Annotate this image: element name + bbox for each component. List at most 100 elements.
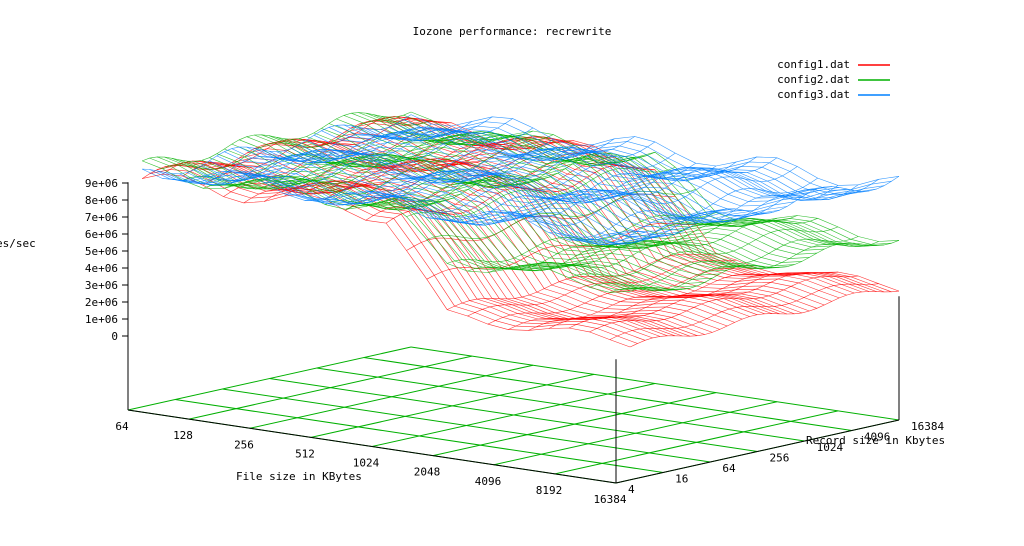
y-tick-label: 4	[628, 483, 635, 496]
z-tick-label: 1e+06	[85, 313, 118, 326]
surface-mesh-line	[304, 144, 574, 195]
x-axis-line	[127, 409, 617, 484]
surface-mesh-line	[223, 139, 493, 190]
x-tick-label: 512	[295, 447, 315, 460]
z-tick-label: 9e+06	[85, 177, 118, 190]
chart-title: Iozone performance: recrewrite	[413, 25, 612, 38]
surface-mesh-line	[609, 179, 879, 239]
surface-mesh-line	[365, 136, 635, 197]
surface-mesh-line	[142, 111, 412, 162]
surface-mesh-line	[304, 145, 574, 206]
legend: config1.dat config2.dat config3.dat	[777, 58, 890, 101]
surface-mesh-line	[246, 136, 735, 269]
surface-mesh-line	[609, 283, 879, 340]
surface-mesh-line	[487, 267, 757, 325]
surface-mesh-line	[162, 119, 432, 170]
legend-label-config1: config1.dat	[777, 58, 850, 71]
surface-mesh-line	[284, 139, 554, 199]
surface-mesh-line	[528, 215, 798, 267]
floor-grid-line	[316, 367, 805, 442]
surface-mesh-line	[385, 151, 656, 202]
surfaces	[142, 111, 900, 348]
y-tick-label: 4096	[864, 431, 891, 444]
surface-mesh-line	[548, 177, 818, 238]
floor-grid-line	[222, 388, 711, 463]
x-tick-label: 64	[115, 420, 129, 433]
z-tick-label: 2e+06	[85, 296, 118, 309]
surface-mesh-line	[156, 156, 646, 289]
surface-mesh-line	[487, 156, 757, 217]
surface-mesh-line	[568, 271, 839, 329]
x-tick-label: 8192	[536, 484, 563, 497]
x-tick-label: 2048	[414, 466, 441, 479]
z-tick-label: 3e+06	[85, 279, 118, 292]
surface-mesh-line	[467, 161, 737, 222]
surface-mesh-line	[365, 157, 635, 208]
surface-mesh-line	[630, 176, 900, 236]
surface-mesh-line	[487, 221, 757, 273]
floor-grid-line	[269, 378, 758, 452]
surface-mesh-line	[203, 139, 473, 190]
surface-mesh-line	[569, 226, 839, 279]
x-tick-label: 128	[173, 429, 193, 442]
surface-mesh-line	[284, 134, 554, 185]
y-tick-label: 256	[770, 452, 790, 465]
y-tick-label: 16	[675, 473, 688, 486]
x-tick-label: 256	[234, 438, 254, 451]
surface-mesh-line	[548, 272, 818, 329]
surface-mesh-line	[179, 173, 668, 245]
surface-mesh-line	[508, 157, 778, 218]
surface-mesh-line	[386, 141, 656, 202]
surface-mesh-line	[589, 184, 859, 245]
surface-mesh-line	[243, 134, 513, 185]
floor-grid-line	[410, 346, 900, 421]
surface-mesh-line	[589, 275, 859, 333]
y-tick-label: 64	[722, 462, 736, 475]
x-tick-label: 16384	[593, 493, 626, 506]
y-tick-label: 16384	[911, 420, 944, 433]
floor-grid-line	[175, 399, 664, 473]
surface-mesh-line	[324, 141, 594, 200]
surface-mesh-line	[194, 163, 683, 337]
z-tick-label: 5e+06	[85, 245, 118, 258]
surface-mesh-line	[507, 273, 778, 330]
z-tick-label: 4e+06	[85, 262, 118, 275]
z-axis-ticks: 0 1e+06 2e+06 3e+06 4e+06 5e+06 6e+06 7e+06 8e+0…	[85, 177, 128, 343]
surface-mesh-line	[243, 118, 513, 179]
surface-mesh-line	[569, 185, 839, 245]
surface-mesh-line	[446, 253, 717, 310]
x-tick-label: 1024	[353, 457, 380, 470]
surface-mesh-line	[447, 165, 717, 226]
z-tick-label: 6e+06	[85, 228, 118, 241]
surface-mesh-line	[630, 240, 900, 292]
surface-mesh-line	[325, 144, 595, 204]
legend-label-config3: config3.dat	[777, 88, 850, 101]
y-axis-ticks: 4 16 64 256 1024 4096 16384	[628, 420, 944, 496]
z-axis-label: es/sec	[0, 237, 36, 250]
surface-mesh-line	[223, 116, 493, 177]
surface-mesh-line	[182, 125, 452, 186]
z-tick-label: 0	[111, 330, 118, 343]
surface-mesh-line	[264, 127, 534, 188]
surface-mesh-line	[283, 139, 773, 314]
surface-mesh-line	[142, 114, 412, 175]
surface-mesh-line	[629, 290, 900, 348]
legend-label-config2: config2.dat	[777, 73, 850, 86]
surface-config2	[142, 111, 900, 293]
surface-mesh-line	[304, 136, 574, 195]
surface-mesh-line	[609, 241, 879, 293]
surface-config3	[142, 114, 900, 245]
surface-mesh-line	[406, 152, 676, 213]
axes	[127, 182, 900, 484]
surface-mesh-line	[426, 222, 696, 280]
x-axis-ticks: 64 128 256 512 1024 2048 4096 8192 16384	[115, 420, 627, 506]
surface-mesh-line	[231, 143, 720, 276]
floor-grid-line	[363, 357, 852, 431]
surface-mesh-line	[243, 145, 513, 204]
x-axis-label: File size in KBytes	[236, 470, 362, 483]
surface-mesh-line	[203, 121, 473, 181]
surface-mesh-line	[548, 218, 818, 270]
z-tick-label: 8e+06	[85, 194, 118, 207]
z-tick-label: 7e+06	[85, 211, 118, 224]
